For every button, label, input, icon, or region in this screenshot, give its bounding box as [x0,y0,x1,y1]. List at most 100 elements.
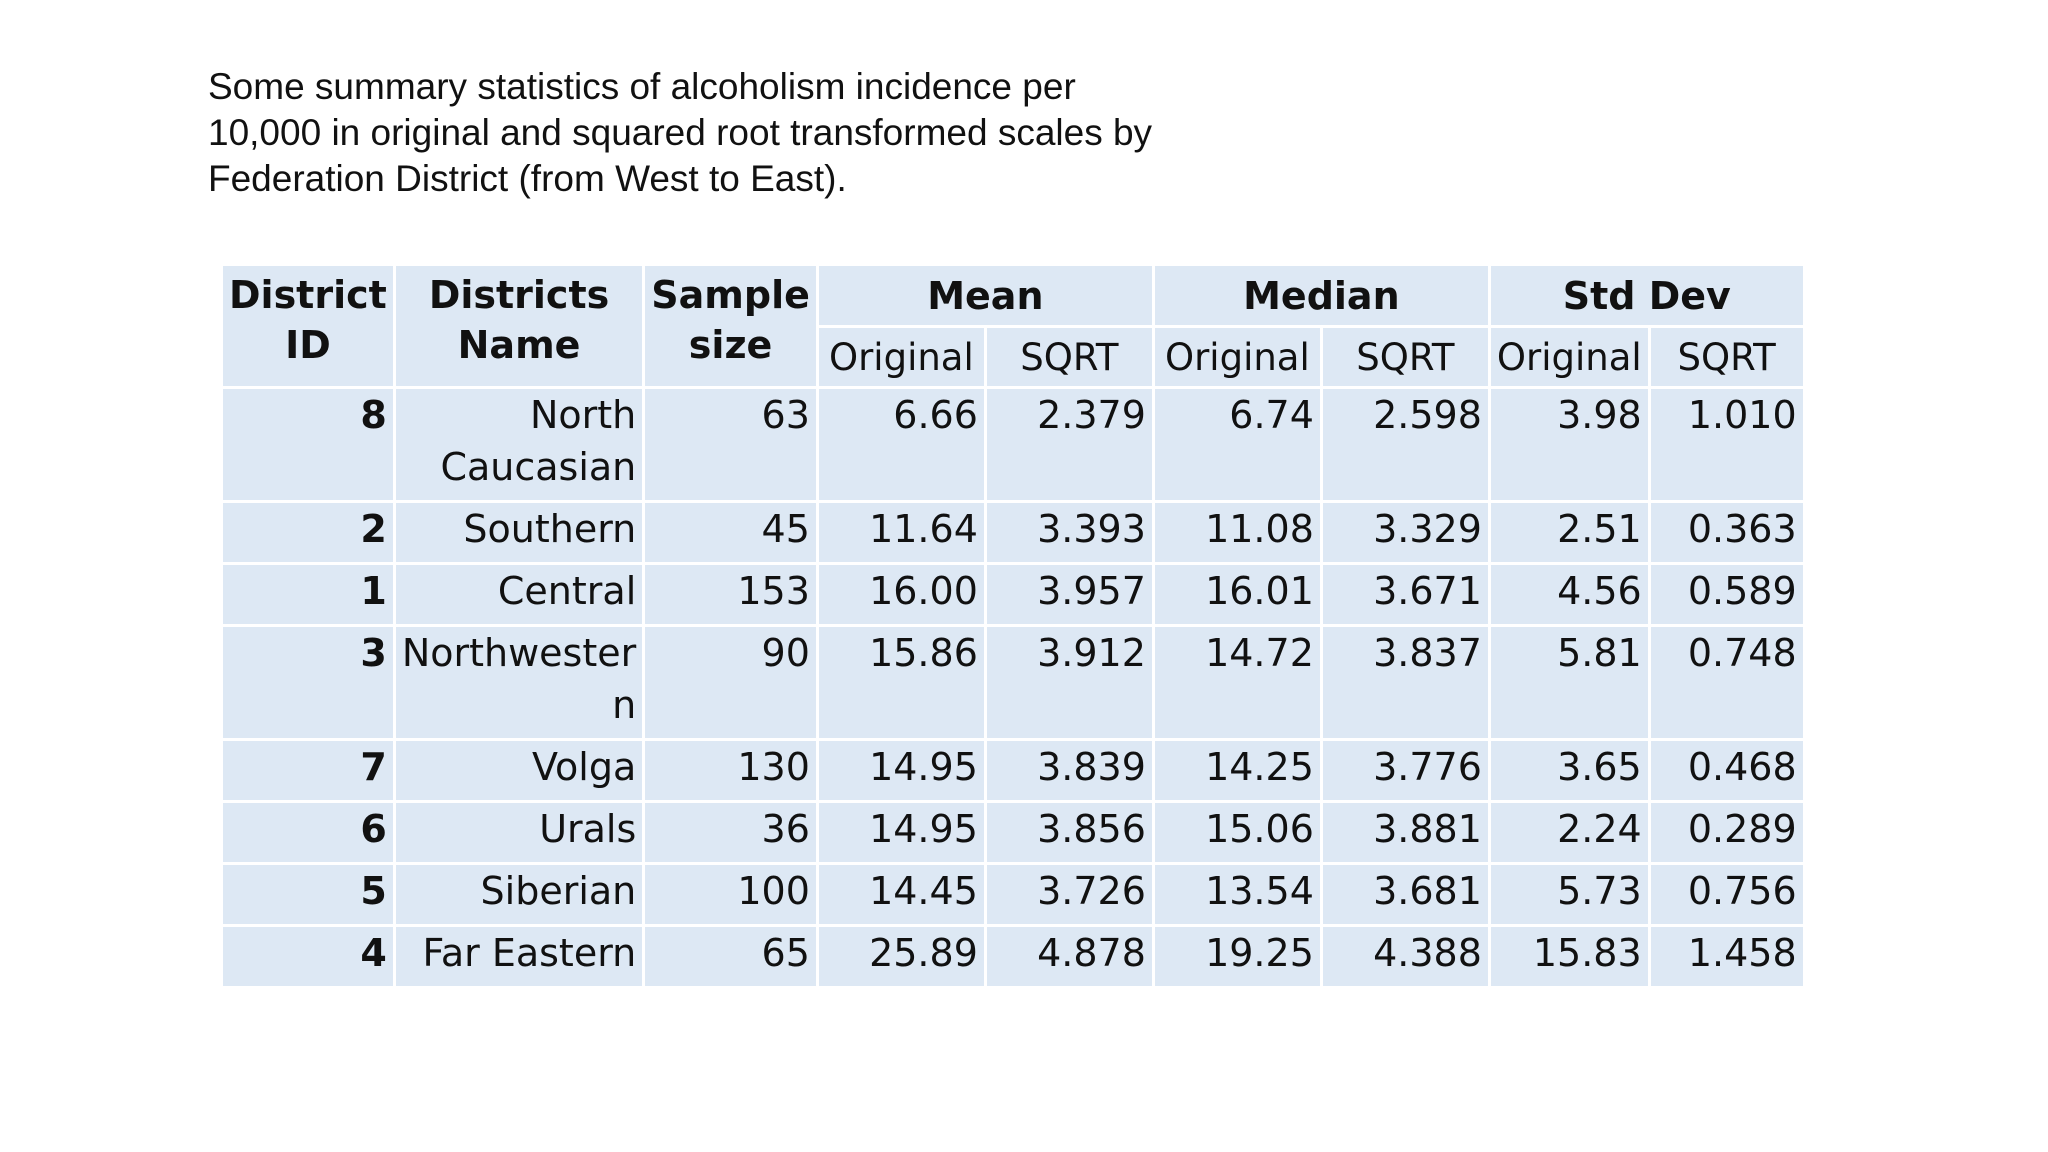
mean-original-cell: 6.66 [815,386,987,503]
header-mean-original: Original [815,325,987,389]
table-row: 7 Volga 130 14.95 3.839 14.25 3.776 3.65 0.468 [220,738,1806,803]
header-median-original: Original [1151,325,1323,389]
header-text: Sample [651,273,810,317]
sample-size-cell: 45 [642,500,819,565]
district-name-line: Urals [539,807,637,851]
district-name-cell: Southern [392,500,646,565]
mean-sqrt-cell: 3.957 [983,562,1155,627]
header-text: ID [285,323,331,367]
sd-original-cell: 2.24 [1487,800,1651,865]
median-original-cell: 6.74 [1151,386,1323,503]
header-sd-original: Original [1487,325,1651,389]
district-name-line: Siberian [480,869,637,913]
district-name-line: North [529,393,637,437]
median-sqrt-cell: 3.329 [1319,500,1491,565]
mean-original-cell: 11.64 [815,500,987,565]
mean-sqrt-cell: 3.726 [983,862,1155,927]
mean-sqrt-cell: 3.912 [983,624,1155,741]
header-mean-sqrt: SQRT [983,325,1155,389]
sd-sqrt-cell: 0.589 [1647,562,1806,627]
median-original-cell: 13.54 [1151,862,1323,927]
district-id-cell: 3 [220,624,396,741]
sd-sqrt-cell: 0.756 [1647,862,1806,927]
table-row: 5 Siberian 100 14.45 3.726 13.54 3.681 5.73 0.75… [220,862,1806,927]
header-std-dev: Std Dev [1487,263,1806,328]
header-text: Name [457,323,581,367]
district-id-cell: 8 [220,386,396,503]
table-row: 2 Southern 45 11.64 3.393 11.08 3.329 2.51 0.363 [220,500,1806,565]
sd-original-cell: 15.83 [1487,924,1651,989]
district-name-line: Far Eastern [422,931,637,975]
header-district-name: Districts Name [392,263,646,389]
header-row-top: District ID Districts Name Sample size M… [220,263,1806,389]
median-original-cell: 19.25 [1151,924,1323,989]
district-name-line: n [612,683,637,727]
header-mean: Mean [815,263,1155,328]
median-original-cell: 15.06 [1151,800,1323,865]
header-text: size [688,323,773,367]
district-name-cell: Urals [392,800,646,865]
caption-line: Federation District (from West to East). [208,158,847,199]
district-name-cell: Central [392,562,646,627]
table-row: 3 Northwester n 90 15.86 3.912 14.72 3.837 5.81 0… [220,624,1806,741]
median-sqrt-cell: 3.776 [1319,738,1491,803]
table-row: 1 Central 153 16.00 3.957 16.01 3.671 4.56 0.589 [220,562,1806,627]
sd-sqrt-cell: 0.468 [1647,738,1806,803]
header-sd-sqrt: SQRT [1647,325,1806,389]
district-name-cell: Siberian [392,862,646,927]
sample-size-cell: 130 [642,738,819,803]
median-sqrt-cell: 3.671 [1319,562,1491,627]
median-sqrt-cell: 3.881 [1319,800,1491,865]
mean-sqrt-cell: 2.379 [983,386,1155,503]
summary-statistics-table: District ID Districts Name Sample size M… [220,263,1806,989]
mean-sqrt-cell: 3.839 [983,738,1155,803]
mean-original-cell: 14.95 [815,800,987,865]
sd-original-cell: 2.51 [1487,500,1651,565]
sd-sqrt-cell: 1.010 [1647,386,1806,503]
sample-size-cell: 63 [642,386,819,503]
header-district-id: District ID [220,263,396,389]
median-original-cell: 11.08 [1151,500,1323,565]
sample-size-cell: 153 [642,562,819,627]
district-id-cell: 2 [220,500,396,565]
mean-sqrt-cell: 3.856 [983,800,1155,865]
table-row: 8 North Caucasian 63 6.66 2.379 6.74 2.598 3.98 1… [220,386,1806,503]
district-id-cell: 7 [220,738,396,803]
table-row: 6 Urals 36 14.95 3.856 15.06 3.881 2.24 0.289 [220,800,1806,865]
district-id-cell: 6 [220,800,396,865]
district-name-line: Caucasian [440,445,637,489]
district-name-line: Volga [532,745,637,789]
header-row-sub: Original SQRT Original SQRT Original SQR… [222,325,1806,389]
district-id-cell: 5 [220,862,396,927]
sd-sqrt-cell: 0.363 [1647,500,1806,565]
sd-original-cell: 5.81 [1487,624,1651,741]
header-median-sqrt: SQRT [1319,325,1491,389]
sample-size-cell: 100 [642,862,819,927]
median-sqrt-cell: 4.388 [1319,924,1491,989]
mean-original-cell: 14.45 [815,862,987,927]
sd-original-cell: 3.98 [1487,386,1651,503]
caption-line: Some summary statistics of alcoholism in… [208,66,1076,107]
district-id-cell: 4 [220,924,396,989]
median-original-cell: 16.01 [1151,562,1323,627]
median-original-cell: 14.25 [1151,738,1323,803]
district-id-cell: 1 [220,562,396,627]
median-sqrt-cell: 2.598 [1319,386,1491,503]
district-name-line: Southern [463,507,637,551]
district-name-cell: Volga [392,738,646,803]
mean-original-cell: 14.95 [815,738,987,803]
median-original-cell: 14.72 [1151,624,1323,741]
mean-original-cell: 25.89 [815,924,987,989]
district-name-cell: Far Eastern [392,924,646,989]
median-sqrt-cell: 3.681 [1319,862,1491,927]
header-text: Districts [428,273,610,317]
sample-size-cell: 65 [642,924,819,989]
caption-line: 10,000 in original and squared root tran… [208,112,1153,153]
header-text: District [229,273,387,317]
sd-sqrt-cell: 0.748 [1647,624,1806,741]
sample-size-cell: 36 [642,800,819,865]
median-sqrt-cell: 3.837 [1319,624,1491,741]
mean-sqrt-cell: 4.878 [983,924,1155,989]
mean-sqrt-cell: 3.393 [983,500,1155,565]
